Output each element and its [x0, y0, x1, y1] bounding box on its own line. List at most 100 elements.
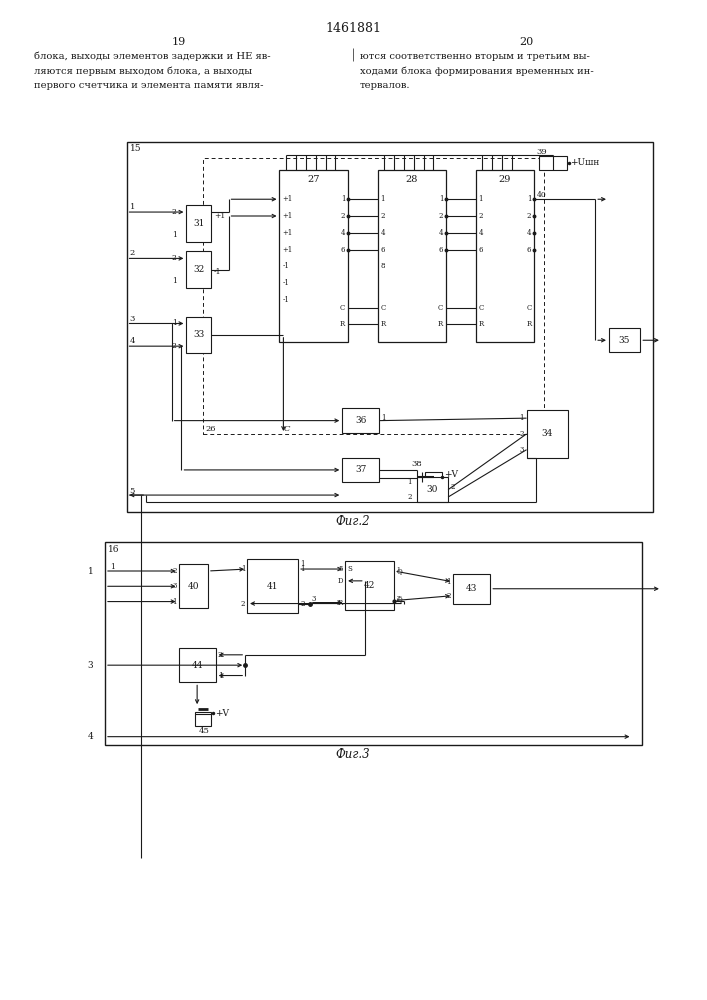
Text: 2: 2 — [407, 493, 412, 501]
Text: 37: 37 — [355, 465, 366, 474]
Text: -1: -1 — [282, 262, 289, 270]
Text: 2: 2 — [172, 254, 177, 262]
Bar — [247, 559, 298, 613]
Text: 3: 3 — [519, 446, 524, 454]
Text: 1: 1 — [300, 565, 305, 573]
Text: -1: -1 — [282, 279, 289, 287]
Text: +1: +1 — [282, 229, 293, 237]
Bar — [187, 205, 211, 242]
Text: 1: 1 — [218, 672, 223, 680]
Text: 1: 1 — [172, 319, 177, 327]
Text: Q: Q — [396, 567, 402, 575]
Text: 2: 2 — [172, 342, 177, 350]
Bar — [127, 142, 653, 512]
Text: 4: 4 — [129, 337, 135, 345]
Text: 2: 2 — [527, 212, 532, 220]
Text: R: R — [526, 320, 532, 328]
Text: C: C — [438, 304, 443, 312]
Text: 41: 41 — [267, 582, 279, 591]
Text: 2: 2 — [341, 212, 345, 220]
Text: 1: 1 — [172, 231, 177, 239]
Text: 4: 4 — [439, 229, 443, 237]
Text: 42: 42 — [364, 581, 375, 590]
Text: 16: 16 — [108, 545, 119, 554]
Bar — [527, 410, 568, 458]
Text: 40: 40 — [537, 191, 546, 199]
Bar — [195, 712, 211, 726]
Text: 1: 1 — [341, 195, 345, 203]
Text: +V: +V — [215, 709, 229, 718]
Text: 29: 29 — [498, 175, 511, 184]
Text: 3: 3 — [88, 661, 93, 670]
Text: 3: 3 — [129, 315, 135, 323]
Text: 26: 26 — [206, 425, 216, 433]
Text: R: R — [340, 320, 345, 328]
Text: D: D — [338, 577, 343, 585]
Text: 1: 1 — [447, 578, 451, 586]
Text: C: C — [380, 304, 386, 312]
Text: 2: 2 — [396, 596, 400, 601]
Text: S: S — [347, 565, 352, 573]
Text: 36: 36 — [355, 416, 366, 425]
Text: 5: 5 — [339, 565, 343, 573]
Text: 30: 30 — [427, 485, 438, 494]
Bar — [187, 317, 211, 353]
Text: 1: 1 — [407, 478, 412, 486]
Text: 34: 34 — [542, 429, 553, 438]
Text: R: R — [479, 320, 484, 328]
Text: первого счетчика и элемента памяти явля-: первого счетчика и элемента памяти явля- — [35, 81, 264, 90]
Bar — [378, 170, 446, 342]
Text: 4: 4 — [380, 229, 385, 237]
Text: 2: 2 — [172, 567, 177, 575]
Text: 31: 31 — [193, 219, 204, 228]
Bar — [105, 542, 642, 745]
Text: 1: 1 — [129, 203, 135, 211]
Text: 5: 5 — [129, 487, 135, 495]
Text: 2: 2 — [300, 600, 305, 608]
Text: тервалов.: тервалов. — [360, 81, 410, 90]
Text: +1: +1 — [214, 212, 225, 220]
Text: 6: 6 — [479, 246, 483, 254]
Text: 1: 1 — [382, 414, 386, 422]
Bar — [609, 328, 641, 352]
Bar — [279, 170, 348, 342]
Text: 3: 3 — [173, 582, 177, 590]
Text: 6: 6 — [527, 246, 532, 254]
Text: 2: 2 — [380, 212, 385, 220]
Text: 1: 1 — [439, 195, 443, 203]
Text: 8: 8 — [380, 262, 385, 270]
Text: 4: 4 — [88, 732, 93, 741]
Text: 1: 1 — [172, 277, 177, 285]
Text: 1: 1 — [88, 566, 93, 576]
Text: 20: 20 — [520, 37, 534, 47]
Text: 2: 2 — [519, 430, 524, 438]
Text: 2: 2 — [450, 483, 455, 491]
Text: Фиг.2: Фиг.2 — [336, 515, 370, 528]
Text: 2: 2 — [172, 208, 177, 216]
Bar — [539, 156, 567, 170]
Text: C: C — [479, 304, 484, 312]
Bar — [425, 472, 442, 482]
Bar — [178, 564, 208, 608]
Text: 6: 6 — [380, 246, 385, 254]
Text: 1: 1 — [240, 565, 245, 573]
Text: 19: 19 — [171, 37, 186, 47]
Text: +V: +V — [444, 470, 458, 479]
Text: 44: 44 — [192, 661, 203, 670]
Text: Q̅: Q̅ — [396, 597, 402, 605]
Text: 2: 2 — [240, 600, 245, 608]
Text: 2: 2 — [439, 212, 443, 220]
Bar — [416, 477, 448, 502]
Text: -1: -1 — [282, 296, 289, 304]
Text: ходами блока формирования временных ин-: ходами блока формирования временных ин- — [360, 66, 594, 76]
Text: R: R — [438, 320, 443, 328]
Text: -1: -1 — [214, 268, 221, 276]
Text: 4: 4 — [527, 229, 532, 237]
Text: 38: 38 — [412, 460, 423, 468]
Text: 40: 40 — [187, 582, 199, 591]
Text: 4: 4 — [341, 229, 345, 237]
Bar — [342, 408, 380, 433]
Text: 45: 45 — [199, 727, 210, 735]
Text: +1: +1 — [282, 195, 293, 203]
Text: Фиг.3: Фиг.3 — [336, 748, 370, 761]
